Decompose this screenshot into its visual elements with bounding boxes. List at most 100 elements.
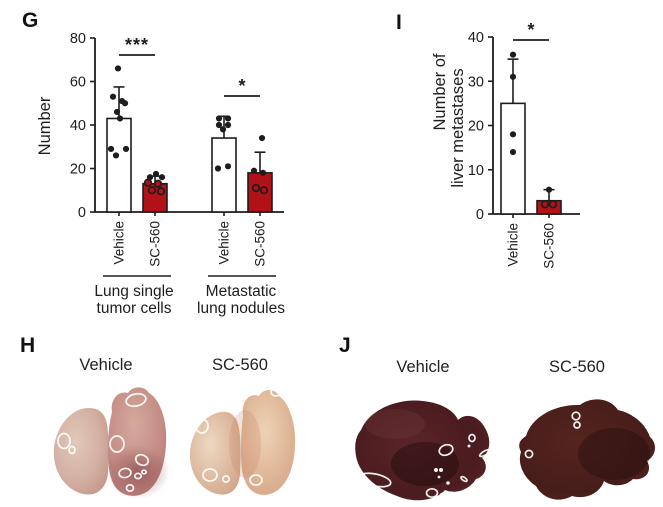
metastasis-annotation-circle (434, 468, 438, 472)
liver-photo-label-vehicle: Vehicle (396, 358, 450, 376)
metastasis-annotation-circle (437, 475, 441, 479)
chart-text: Vehicle (217, 221, 232, 265)
data-point (545, 186, 553, 193)
data-point (152, 170, 160, 178)
data-point (224, 163, 232, 170)
metastasis-annotation-circle (134, 453, 150, 467)
liver-photo-sc560 (519, 399, 656, 500)
data-point (158, 174, 166, 181)
lung-photo-sc560 (189, 387, 296, 495)
chart-text: Number (36, 96, 54, 155)
chart-text: 20 (70, 162, 86, 178)
metastasis-annotation-circle (460, 475, 468, 483)
metastasis-annotation-circle (438, 443, 454, 457)
metastasis-annotation-circle (133, 472, 143, 480)
chart-text: Metastatic (206, 283, 277, 300)
data-point (122, 145, 130, 153)
metastasis-annotation-circle (57, 432, 71, 450)
metastasis-annotation-circle (249, 474, 263, 486)
data-point (548, 200, 558, 209)
data-point (156, 187, 166, 196)
chart-text: 10 (468, 163, 484, 179)
lung-photo-label-sc560: SC-560 (212, 356, 268, 374)
lung-photo-vehicle (53, 387, 170, 499)
lung-photo-label-vehicle: Vehicle (79, 356, 133, 374)
metastasis-annotation-circle (125, 392, 147, 408)
liver-tissue-shape (355, 400, 490, 501)
data-point (114, 65, 122, 72)
data-point (509, 51, 517, 58)
bar-vehicle (106, 117, 132, 213)
metastasis-annotation-circle (195, 418, 209, 434)
metastasis-annotation-circle (448, 491, 454, 497)
metastasis-annotation-circle (68, 445, 76, 455)
data-point (112, 152, 120, 159)
data-point (509, 73, 517, 80)
metastasis-annotation-circle (446, 481, 450, 485)
chart-text: SC-560 (253, 221, 268, 267)
data-point (109, 93, 117, 100)
data-point (259, 169, 267, 176)
chart-text: SC-560 (542, 223, 557, 269)
data-point (258, 134, 266, 142)
chart-text: Vehicle (506, 223, 521, 267)
metastasis-annotation-circle (439, 492, 447, 500)
chart-text: liver metastases (449, 68, 467, 187)
data-point (143, 178, 153, 187)
data-point (224, 115, 232, 122)
liver-tissue-shape (519, 399, 656, 500)
metastasis-annotation-circle (109, 435, 125, 453)
chart-text: 40 (70, 118, 86, 134)
data-point (147, 186, 157, 195)
chart-text: 20 (468, 119, 484, 135)
metastasis-annotation-circle (202, 468, 218, 482)
metastasis-annotation-circle (524, 449, 534, 459)
liver-shading-dark (578, 428, 650, 480)
bar-chart-liver-metastases: 0 10 20 30 40 Number of liver metastases Vehicl… (431, 20, 580, 269)
data-point (540, 200, 550, 209)
chart-text: 80 (70, 31, 86, 47)
metastasis-annotation-circle (467, 444, 471, 448)
metastasis-annotation-circle (468, 433, 476, 443)
liver-sheen (365, 409, 425, 439)
data-point (259, 186, 269, 195)
lung-shading (229, 410, 261, 478)
data-point (250, 167, 258, 174)
data-point (214, 165, 222, 172)
liver-shading-dark (391, 442, 459, 486)
chart-text: lung nodules (197, 300, 285, 317)
data-point (509, 131, 517, 138)
chart-text: 40 (468, 30, 484, 46)
data-point (215, 121, 223, 129)
metastasis-annotation-circle (425, 487, 439, 499)
bar-sc-560 (536, 199, 562, 215)
bar-chart-lung-tumor-counts: 0 20 40 60 80 Number Vehicle SC-560 *** Lung sing… (36, 31, 285, 317)
metastasis-annotation-circle (439, 468, 443, 472)
metastasis-annotation-circle (432, 498, 448, 506)
metastasis-annotation-circle (358, 472, 392, 488)
bar-vehicle (500, 102, 526, 215)
chart-text: SC-560 (148, 221, 163, 267)
metastasis-annotation-circle (140, 469, 148, 475)
panel-label-h: H (20, 334, 36, 357)
bar-sc-560 (247, 172, 273, 213)
data-point (107, 145, 115, 153)
metastasis-annotation-circle (221, 475, 231, 483)
lung-left-lobe (53, 408, 109, 495)
data-point (116, 115, 124, 122)
chart-text: 60 (70, 75, 86, 91)
metastasis-annotation-circle (118, 467, 132, 479)
lung-shading (106, 445, 170, 499)
lung-right-lobe (241, 390, 296, 495)
chart-text: 0 (476, 207, 484, 223)
chart-text: 30 (468, 74, 484, 90)
chart-text: Number of (431, 53, 449, 130)
liver-photo-vehicle (355, 400, 492, 506)
data-point (224, 121, 232, 129)
data-point (251, 183, 261, 193)
chart-text: 0 (78, 205, 86, 221)
panel-label-i: I (396, 11, 402, 34)
data-point (509, 148, 517, 156)
data-point (215, 115, 223, 122)
